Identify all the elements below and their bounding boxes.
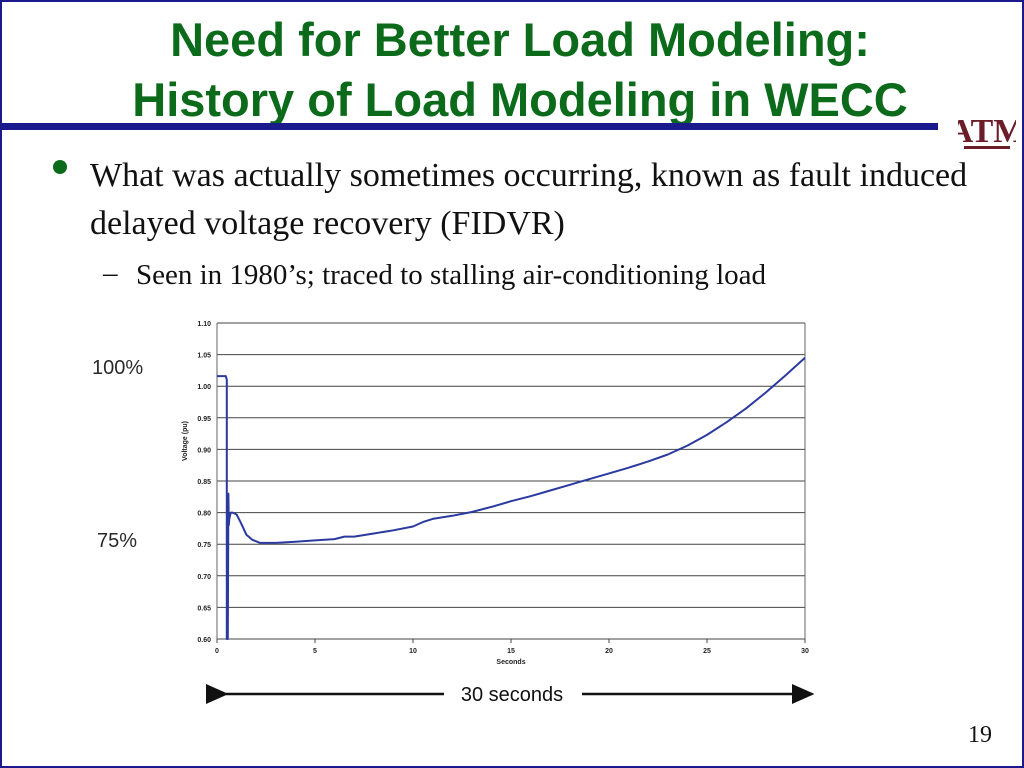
tamu-logo-icon: ATM [958, 113, 1016, 150]
y-axis-title: Voltage (pu) [182, 421, 189, 461]
y-tick-label: 0.85 [197, 479, 211, 486]
slide-title-line-2: History of Load Modeling in WECC [132, 73, 908, 126]
x-tick-label: 30 [801, 648, 809, 655]
y-tick-label: 0.60 [197, 637, 211, 644]
y-tick-label: 0.70 [197, 574, 211, 581]
x-tick-label: 20 [605, 648, 613, 655]
title-rule [0, 123, 938, 130]
x-tick-label: 25 [703, 648, 711, 655]
y-tick-label: 1.05 [197, 353, 211, 360]
y-tick-label: 0.65 [197, 605, 211, 612]
y-tick-label: 0.80 [197, 511, 211, 518]
bullet-text: What was actually sometimes occurring, k… [90, 157, 968, 242]
sub-bullet-dash: – [103, 257, 118, 289]
svg-text:ATM: ATM [958, 113, 1016, 150]
annotation-75-percent: 75% [97, 530, 138, 552]
x-tick-label: 0 [215, 648, 219, 655]
bullet-dot [53, 160, 67, 174]
slide-title-line-1: Need for Better Load Modeling: [170, 13, 870, 66]
y-tick-label: 0.95 [197, 416, 211, 423]
x-tick-label: 10 [409, 648, 417, 655]
y-tick-label: 1.10 [197, 321, 211, 328]
voltage-series-line [217, 357, 806, 640]
x-axis-title: Seconds [496, 659, 525, 666]
duration-label: 30 seconds [461, 684, 563, 706]
x-tick-label: 15 [507, 648, 515, 655]
y-tick-label: 1.00 [197, 384, 211, 391]
annotation-100-percent: 100% [92, 357, 144, 379]
y-tick-label: 0.75 [197, 542, 211, 549]
x-tick-label: 5 [313, 648, 317, 655]
page-number: 19 [968, 722, 992, 748]
sub-bullet-text: Seen in 1980’s; traced to stalling air-c… [136, 259, 767, 291]
y-tick-label: 0.90 [197, 447, 211, 454]
